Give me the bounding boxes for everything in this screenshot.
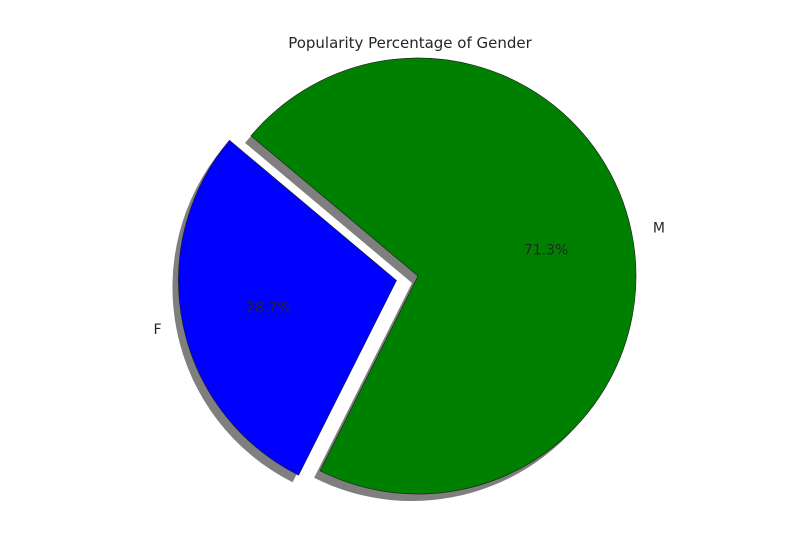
category-label-m: M [653,221,665,237]
chart-title: Popularity Percentage of Gender [288,34,532,52]
slices [178,57,637,495]
category-label-f: F [154,322,162,338]
percent-label-f: 28.7% [246,300,290,316]
pie-slice-m [250,57,637,495]
percent-label-m: 71.3% [524,243,568,259]
pie-slice-f [178,139,397,476]
labels: F 28.7% M 71.3% [154,221,665,338]
